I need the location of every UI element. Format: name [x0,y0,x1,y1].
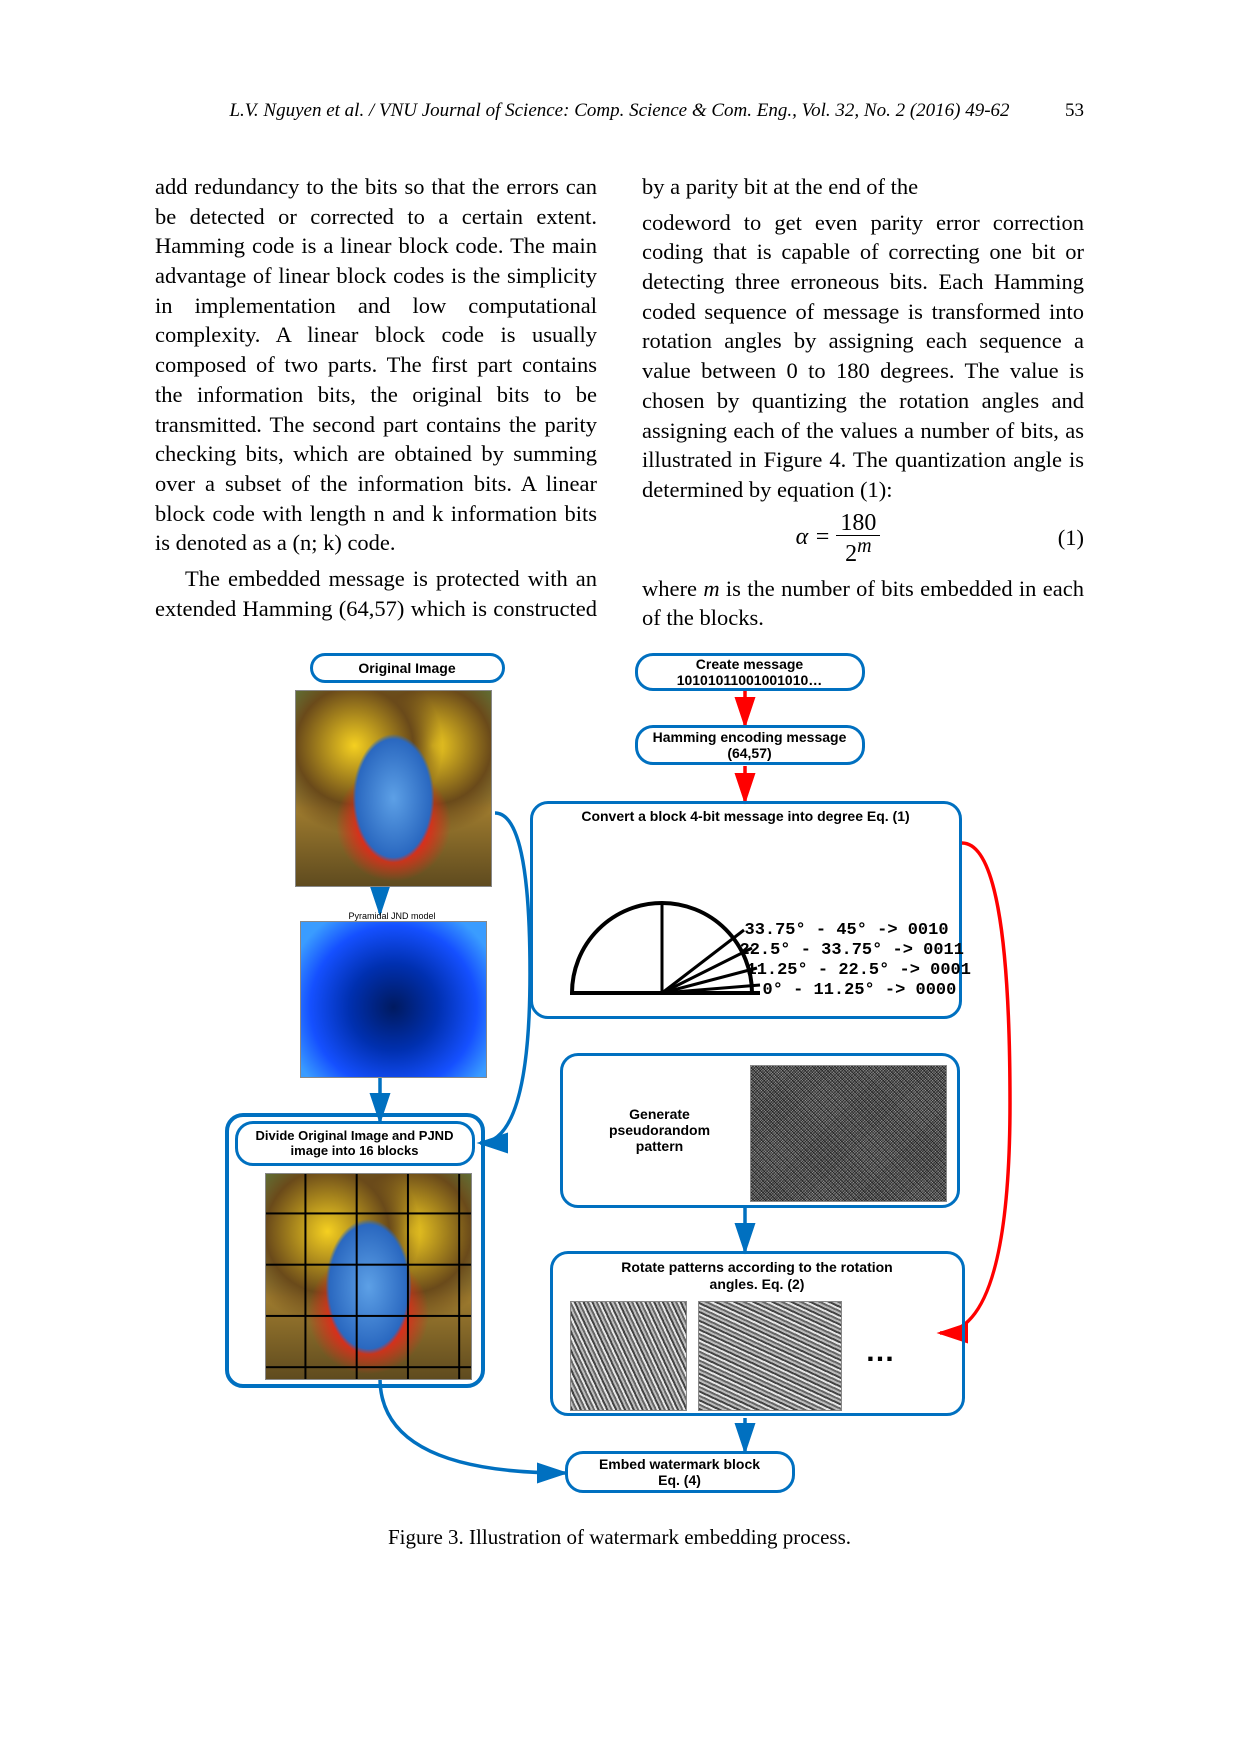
image-original-mandrill [295,690,492,887]
eq-denom-exp: m [857,535,871,557]
eq-lhs: α = [796,524,831,550]
box-embed: Embed watermark block Eq. (4) [565,1451,795,1493]
angle-map-a: 33.75° - 45° -> 0010 [745,921,949,941]
image-rotated-pattern-a [570,1301,687,1411]
angle-map-c: 11.25° - 22.5° -> 0001 [747,961,971,981]
body-text: add redundancy to the bits so that the e… [155,172,1084,633]
box-convert-title: Convert a block 4-bit message into degre… [540,808,952,824]
page-number: 53 [1065,100,1084,122]
angle-map-d: 0° - 11.25° -> 0000 [763,981,957,1001]
box-create-message: Create message 10101011001001010… [635,653,865,691]
eq-denom-base: 2 [845,541,857,567]
jnd-title: Pyramidal JND model [300,911,485,921]
image-rotated-pattern-b [698,1301,842,1411]
box-rotate-title: Rotate patterns according to the rotatio… [560,1259,955,1293]
citation: L.V. Nguyen et al. / VNU Journal of Scie… [229,100,1009,121]
para-4: where m is the number of bits embedded i… [642,574,1084,633]
rotate-ellipsis: … [852,1335,912,1369]
para-3: codeword to get even parity error correc… [642,208,1084,505]
box-original-image: Original Image [310,653,505,683]
equation-1: α = 180 2m (1) [642,511,1084,566]
running-header: L.V. Nguyen et al. / VNU Journal of Scie… [155,100,1084,122]
group-divide [225,1113,485,1388]
figure-3: Original Image Pyramidal JND model Divid… [220,653,1020,1513]
eq-number: (1) [1034,523,1084,553]
figure-caption: Figure 3. Illustration of watermark embe… [155,1525,1084,1550]
box-hamming: Hamming encoding message (64,57) [635,725,865,765]
image-noise-pattern [750,1065,947,1202]
image-jnd [300,921,487,1078]
box-generate: Generate pseudorandom pattern [590,1098,730,1163]
para-1: add redundancy to the bits so that the e… [155,172,597,558]
angle-map-b: 22.5° - 33.75° -> 0011 [740,941,964,961]
angle-semicircle-icon [542,833,762,1008]
eq-numerator: 180 [836,511,880,536]
